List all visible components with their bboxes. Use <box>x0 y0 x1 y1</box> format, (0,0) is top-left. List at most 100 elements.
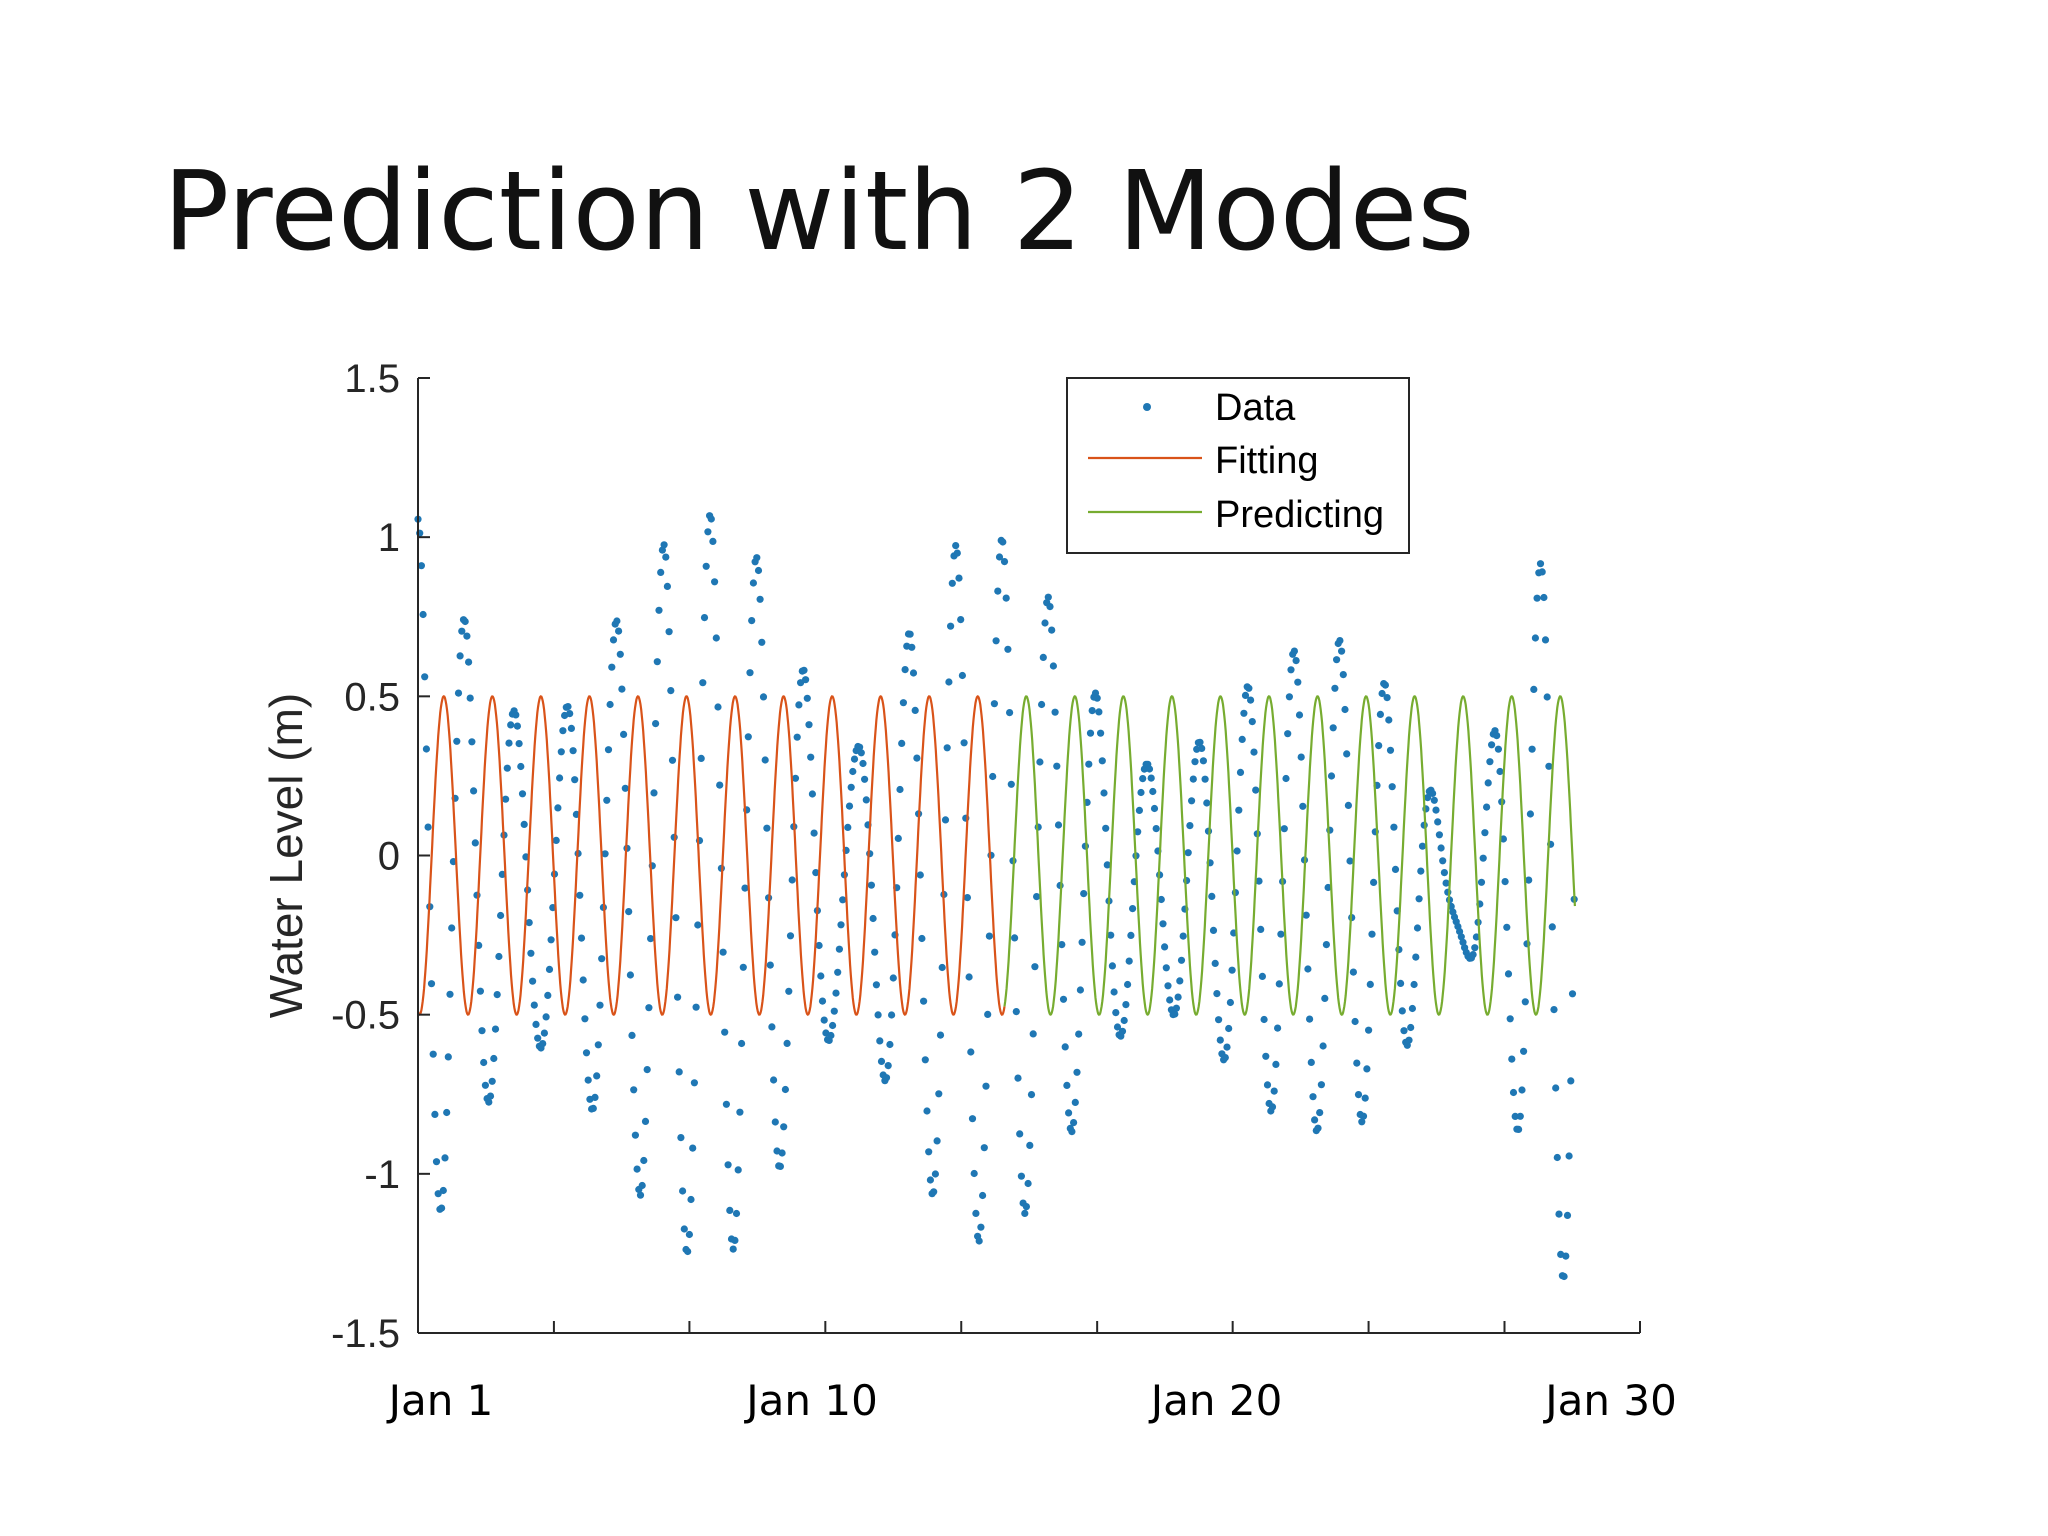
data-point <box>1391 865 1400 874</box>
data-point <box>926 1176 935 1184</box>
data-point <box>700 614 709 622</box>
data-point <box>540 1029 549 1037</box>
data-point <box>429 1050 437 1058</box>
data-point <box>1110 988 1118 996</box>
data-point <box>913 754 921 762</box>
data-point <box>453 737 461 745</box>
data-point <box>1297 753 1305 761</box>
data-point <box>579 976 587 984</box>
data-point <box>721 1028 729 1036</box>
data-point <box>1530 685 1538 694</box>
data-point <box>1292 657 1300 665</box>
data-point <box>1370 878 1378 887</box>
data-point <box>1189 775 1197 783</box>
data-point <box>943 744 951 752</box>
data-point <box>810 829 818 837</box>
data-point <box>899 699 908 707</box>
data-point <box>1004 645 1012 653</box>
data-point <box>1440 869 1448 877</box>
data-point <box>1184 849 1192 857</box>
data-point <box>1434 818 1442 826</box>
data-point <box>1124 980 1132 989</box>
data-point <box>544 991 552 1000</box>
data-point <box>1307 1058 1315 1066</box>
data-point <box>935 1090 943 1098</box>
data-point <box>1339 671 1347 679</box>
data-point <box>491 1025 500 1033</box>
data-point <box>763 824 771 832</box>
data-point <box>1526 810 1534 818</box>
data-point <box>1103 861 1111 869</box>
data-point <box>1424 794 1432 802</box>
data-point <box>786 932 795 940</box>
data-point <box>780 1123 788 1131</box>
data-point <box>1268 1103 1277 1111</box>
data-point <box>1215 1016 1223 1024</box>
data-point <box>647 935 655 943</box>
data-point <box>791 774 800 782</box>
data-point <box>724 1161 732 1169</box>
data-point <box>1080 890 1088 898</box>
data-point <box>1071 1098 1079 1106</box>
data-point <box>722 1100 731 1108</box>
data-point <box>1563 1211 1572 1219</box>
data-point <box>1432 806 1440 814</box>
data-point <box>1054 821 1063 829</box>
data-point <box>1280 825 1288 833</box>
data-point <box>921 1056 929 1064</box>
data-point <box>839 896 847 904</box>
data-point <box>470 787 478 795</box>
data-point <box>802 676 810 684</box>
data-point <box>677 1134 685 1142</box>
data-point <box>431 1110 439 1118</box>
data-point <box>569 747 577 755</box>
data-point <box>898 739 906 748</box>
data-point <box>1000 558 1009 566</box>
data-point <box>1405 1036 1413 1044</box>
data-point <box>1076 986 1084 994</box>
data-point <box>1354 1091 1363 1099</box>
data-point <box>1550 1006 1558 1014</box>
data-point <box>958 671 967 680</box>
data-point <box>1049 662 1057 670</box>
data-point <box>684 1247 692 1256</box>
data-point <box>471 839 479 847</box>
data-point <box>1255 877 1263 885</box>
data-point <box>874 1011 882 1019</box>
data-point <box>1164 982 1172 990</box>
data-point <box>968 1115 977 1123</box>
data-point <box>933 1137 941 1145</box>
data-point <box>788 876 796 884</box>
data-point <box>953 549 961 557</box>
data-point <box>1567 1077 1575 1085</box>
data-point <box>1501 878 1509 886</box>
data-point <box>1388 783 1396 791</box>
data-point <box>882 1074 891 1082</box>
data-point <box>829 1021 837 1030</box>
data-point <box>606 700 614 709</box>
data-point <box>1333 656 1341 664</box>
data-point <box>1565 1152 1573 1160</box>
data-point <box>1344 801 1352 810</box>
data-point <box>697 754 705 763</box>
data-point <box>603 796 611 804</box>
data-point <box>1213 990 1221 998</box>
data-point <box>1316 1109 1324 1117</box>
data-point <box>1545 762 1553 770</box>
data-point <box>556 774 564 782</box>
data-point <box>808 790 817 798</box>
data-point <box>754 566 763 575</box>
data-point <box>625 908 633 916</box>
data-point <box>1007 780 1015 788</box>
data-point <box>869 914 877 923</box>
data-point <box>497 911 505 920</box>
data-point <box>1075 1030 1083 1038</box>
x-tick-label: Jan 1 <box>386 1376 494 1425</box>
data-point <box>1381 681 1389 689</box>
data-point <box>834 968 842 976</box>
data-point <box>938 963 946 972</box>
data-point <box>709 537 717 546</box>
data-point <box>486 1092 495 1100</box>
data-point <box>1137 788 1145 797</box>
data-point <box>1400 1027 1408 1035</box>
